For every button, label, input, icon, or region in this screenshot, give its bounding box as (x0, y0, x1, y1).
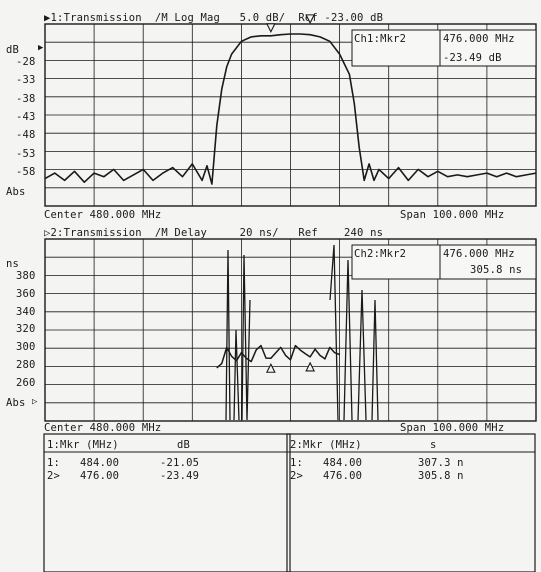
ch2-header: ▷2:Transmission /M Delay 20 ns/ Ref 240 … (44, 227, 384, 239)
ch1-mkr-channel: Ch1:Mkr2 (354, 33, 407, 45)
ch1-tick-label: -48 (16, 129, 36, 142)
ch2-tick-label: 380 (16, 270, 36, 282)
ch2-abs-label: Abs (6, 397, 26, 409)
ch2-span-label: Span 100.000 MHz (400, 422, 505, 434)
ch2-spike (357, 289, 367, 421)
ch2-ref-arrow-icon: ▷ (32, 397, 38, 407)
ch1-span-label: Span 100.000 MHz (400, 209, 505, 221)
table1-row1-idx: 1: (47, 457, 61, 469)
table2-row2-idx: 2> (290, 470, 304, 482)
ch1-marker-triangle (305, 14, 316, 25)
table2-row1-val: 307.3 n (418, 457, 464, 469)
table1-header-right: dB (177, 439, 191, 451)
ch2-tick-label: 340 (16, 305, 36, 318)
ch2-spike (343, 259, 353, 421)
ch1-mkr-value: -23.49 dB (443, 52, 502, 64)
ch2-spike (371, 299, 379, 421)
table1-row1-freq: 484.00 (80, 457, 120, 469)
ch2-mkr-value: 305.8 ns (470, 264, 523, 276)
table2-row1-freq: 484.00 (323, 457, 363, 469)
ch1-tick-label: -43 (16, 110, 36, 123)
ch1-mkr-freq: 476.000 MHz (443, 33, 515, 45)
ch2-center-label: Center 480.000 MHz (44, 422, 162, 434)
table2-row2-val: 305.8 n (418, 470, 464, 482)
ch2-spike (329, 244, 339, 421)
table1-row2-val: -23.49 (160, 470, 200, 482)
ch2-tick-label: 360 (16, 287, 36, 300)
ch1-marker-box (351, 29, 537, 67)
table1-row1-val: -21.05 (160, 457, 200, 469)
ch2-mkr-channel: Ch2:Mkr2 (354, 248, 407, 260)
table1-header-left: 1:Mkr (MHz) (47, 439, 119, 451)
ch1-abs-label: Abs (6, 186, 26, 198)
ch2-mkr-freq: 476.000 MHz (443, 248, 515, 260)
table2-header-right: s (430, 439, 437, 451)
ch2-spike (225, 249, 231, 421)
ch2-unit-label: ns (6, 258, 20, 270)
ch2-tick-label: 260 (16, 376, 36, 389)
table2-row1-idx: 1: (290, 457, 304, 469)
ch2-tick-label: 300 (16, 341, 36, 354)
table1-frame (43, 433, 291, 572)
ch2-tick-label: 320 (16, 323, 36, 336)
ch1-marker-triangle (265, 23, 276, 34)
ch2-spike (241, 254, 251, 421)
ch1-ref-arrow-icon: ▶ (38, 43, 44, 53)
ch1-tick-label: -33 (16, 74, 36, 87)
ch2-marker-box (351, 244, 537, 280)
table2-frame (286, 433, 536, 572)
ch1-trace (44, 33, 537, 185)
ch2-spike (233, 329, 240, 421)
ch2-marker-triangle (265, 363, 276, 373)
table1-row2-freq: 476.00 (80, 470, 120, 482)
table2-row2-freq: 476.00 (323, 470, 363, 482)
ch1-unit-label: dB (6, 44, 20, 56)
ch2-tick-label: 280 (16, 359, 36, 371)
ch1-tick-label: -28 (16, 56, 36, 68)
ch2-marker-triangle (305, 361, 316, 372)
table2-header-left: 2:Mkr (MHz) (290, 439, 362, 451)
ch1-center-label: Center 480.000 MHz (44, 209, 162, 221)
ch1-tick-label: -38 (16, 92, 36, 105)
ch1-tick-label: -58 (16, 165, 36, 178)
ch1-tick-label: -53 (16, 147, 36, 160)
table1-row2-idx: 2> (47, 470, 61, 482)
